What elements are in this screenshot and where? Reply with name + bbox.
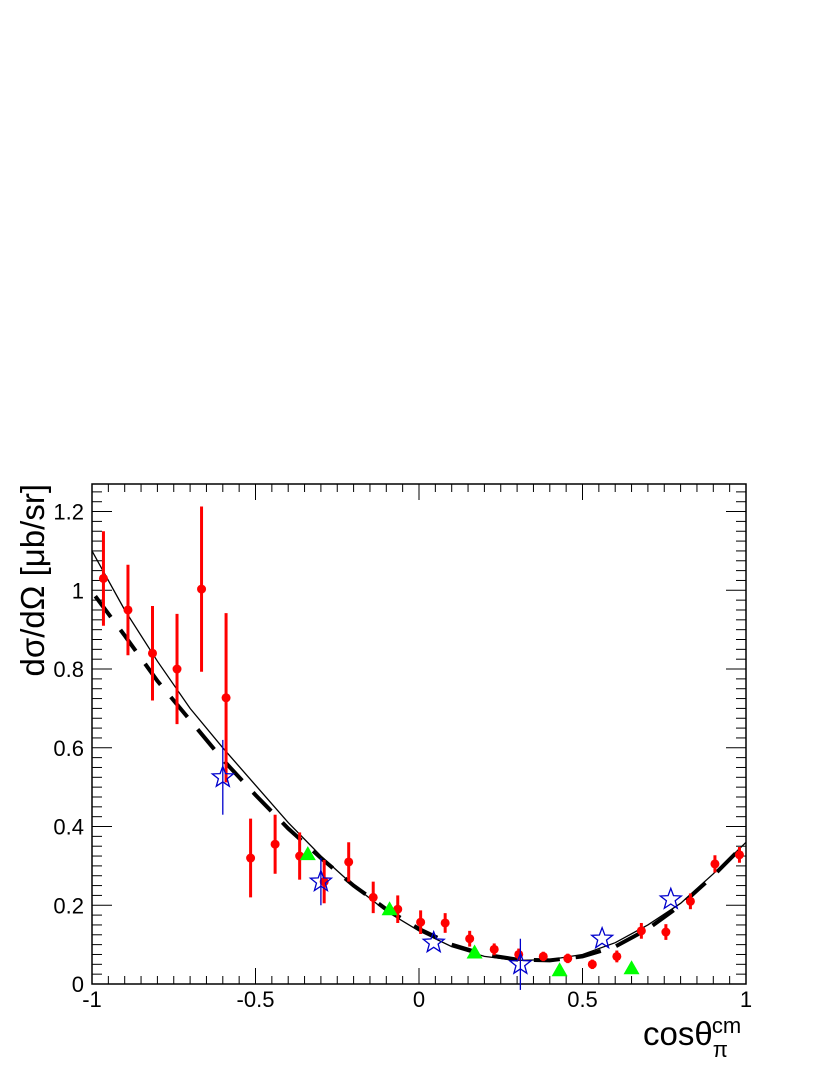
dashed-curve [93,595,745,963]
circle-point [465,934,475,944]
y-tick-label: 0.4 [53,815,84,840]
x-axis-ticks: -1 -0.5 0 0.5 1 [82,484,752,1012]
star-point [508,951,533,975]
x-tick-label: 1 [740,987,752,1012]
circle-point [710,859,720,869]
circle-point [538,951,548,961]
x-axis-title-main: cosθ [643,1015,713,1052]
y-tick-label: 0.6 [53,736,84,761]
circle-point [416,917,426,927]
circle-point [123,605,133,615]
x-tick-label: 0.5 [567,987,598,1012]
circle-point [319,877,329,887]
y-tick-label: 1 [72,578,84,603]
y-tick-label: 0.8 [53,657,84,682]
circle-point [661,927,671,937]
data-points [98,506,744,990]
circle-point [344,857,354,867]
x-tick-label: -0.5 [237,987,275,1012]
circle-point [368,892,378,902]
circle-point [270,839,280,849]
circle-point [587,959,597,969]
circle-point [246,853,256,863]
x-axis-title-superscript: cm [712,1013,741,1038]
circle-point [563,953,573,963]
curves [92,550,746,963]
circle-point [489,944,499,954]
x-tick-label: 0 [413,987,425,1012]
circle-point [172,664,182,674]
y-axis-title: dσ/dΩ [μb/sr] [14,484,51,676]
y-tick-label: 0.2 [53,893,84,918]
triangle-point [623,960,640,975]
x-axis-title-subscript: π [713,1037,728,1062]
circle-point [98,573,108,583]
circle-point [612,951,622,961]
triangle-point [551,962,568,977]
circle-point [197,584,207,594]
triangle-point [299,846,316,861]
circle-point [440,918,450,928]
circle-point [685,896,695,906]
circle-point [636,926,646,936]
y-tick-label: 0 [72,972,84,997]
circle-point [734,850,744,860]
circle-point [221,693,231,703]
star-point [308,868,334,893]
star-point [210,764,236,788]
x-axis-title: cosθπcm [643,1013,741,1062]
star-point [589,925,615,950]
x-tick-label: -1 [82,987,102,1012]
y-tick-label: 1.2 [53,500,84,525]
triangle-point [381,901,398,916]
circle-point [393,904,403,914]
triangle-point [466,944,483,959]
plot-frame [91,483,747,985]
star-point [658,886,684,910]
y-axis-ticks: 0 0.2 0.4 0.6 0.8 1 1.2 [53,491,746,997]
circle-point [147,648,157,658]
star-point [421,929,446,954]
solid-curve [92,550,746,962]
